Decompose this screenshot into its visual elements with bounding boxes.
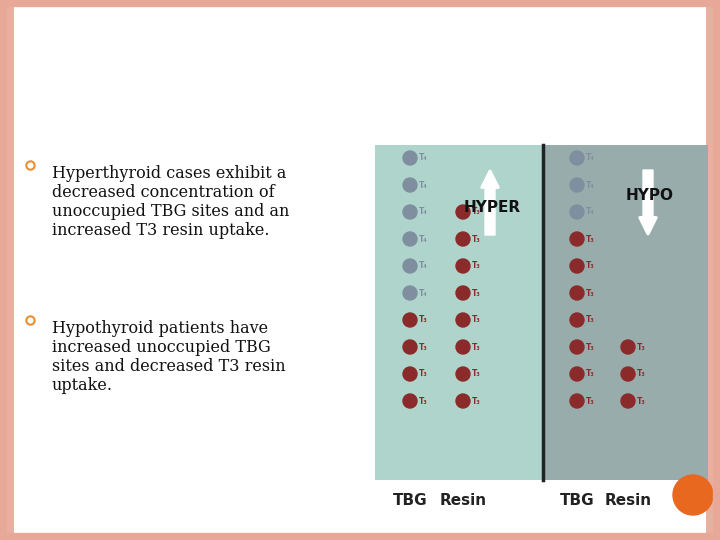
Circle shape bbox=[403, 313, 417, 327]
Circle shape bbox=[570, 313, 584, 327]
Text: uptake.: uptake. bbox=[52, 377, 113, 394]
Text: Resin: Resin bbox=[439, 493, 487, 508]
Circle shape bbox=[403, 394, 417, 408]
Text: T₃: T₃ bbox=[418, 396, 427, 406]
Text: increased T3 resin uptake.: increased T3 resin uptake. bbox=[52, 222, 269, 239]
Circle shape bbox=[403, 232, 417, 246]
Circle shape bbox=[456, 394, 470, 408]
Circle shape bbox=[456, 232, 470, 246]
FancyBboxPatch shape bbox=[706, 0, 720, 540]
Text: Hypothyroid patients have: Hypothyroid patients have bbox=[52, 320, 268, 337]
Text: T₃: T₃ bbox=[472, 315, 480, 325]
FancyArrow shape bbox=[481, 170, 499, 235]
Circle shape bbox=[456, 205, 470, 219]
Text: T₃: T₃ bbox=[636, 369, 645, 379]
Text: T₃: T₃ bbox=[636, 396, 645, 406]
Text: T₃: T₃ bbox=[472, 234, 480, 244]
Circle shape bbox=[456, 367, 470, 381]
Text: T₄: T₄ bbox=[418, 180, 427, 190]
Text: T₄: T₄ bbox=[585, 153, 594, 163]
Text: T₄: T₄ bbox=[418, 261, 427, 271]
Text: T₃: T₃ bbox=[472, 369, 480, 379]
Circle shape bbox=[456, 259, 470, 273]
Circle shape bbox=[570, 286, 584, 300]
Text: decreased concentration of: decreased concentration of bbox=[52, 184, 274, 201]
Text: HYPER: HYPER bbox=[464, 200, 521, 215]
Text: unoccupied TBG sites and an: unoccupied TBG sites and an bbox=[52, 203, 289, 220]
Circle shape bbox=[403, 205, 417, 219]
Text: T₄: T₄ bbox=[418, 234, 427, 244]
Text: T₃: T₃ bbox=[585, 315, 594, 325]
Text: T₃: T₃ bbox=[585, 342, 594, 352]
Text: T₃: T₃ bbox=[585, 288, 594, 298]
FancyBboxPatch shape bbox=[0, 0, 14, 540]
Circle shape bbox=[403, 151, 417, 165]
Text: T₃: T₃ bbox=[472, 261, 480, 271]
Text: T₃: T₃ bbox=[636, 342, 645, 352]
Circle shape bbox=[621, 367, 635, 381]
Circle shape bbox=[403, 367, 417, 381]
Text: T₃: T₃ bbox=[418, 369, 427, 379]
Circle shape bbox=[570, 232, 584, 246]
Circle shape bbox=[403, 259, 417, 273]
Circle shape bbox=[621, 340, 635, 354]
Text: Resin: Resin bbox=[604, 493, 652, 508]
Text: T₃: T₃ bbox=[585, 396, 594, 406]
Text: T₃: T₃ bbox=[418, 342, 427, 352]
Circle shape bbox=[570, 178, 584, 192]
Circle shape bbox=[570, 340, 584, 354]
Text: T₄: T₄ bbox=[418, 207, 427, 217]
Text: TBG: TBG bbox=[392, 493, 427, 508]
Circle shape bbox=[403, 178, 417, 192]
Text: T₄: T₄ bbox=[585, 207, 594, 217]
Circle shape bbox=[570, 367, 584, 381]
FancyBboxPatch shape bbox=[375, 145, 543, 480]
FancyArrow shape bbox=[639, 170, 657, 235]
Circle shape bbox=[403, 340, 417, 354]
Circle shape bbox=[403, 286, 417, 300]
Text: HYPO: HYPO bbox=[626, 188, 674, 204]
Circle shape bbox=[570, 151, 584, 165]
Text: TBG: TBG bbox=[559, 493, 594, 508]
Text: increased unoccupied TBG: increased unoccupied TBG bbox=[52, 339, 271, 356]
Text: T₃: T₃ bbox=[472, 396, 480, 406]
Circle shape bbox=[570, 259, 584, 273]
FancyBboxPatch shape bbox=[543, 145, 708, 480]
Circle shape bbox=[456, 313, 470, 327]
Text: T₃: T₃ bbox=[585, 234, 594, 244]
Circle shape bbox=[621, 394, 635, 408]
Circle shape bbox=[673, 475, 713, 515]
Circle shape bbox=[456, 286, 470, 300]
Circle shape bbox=[570, 205, 584, 219]
Text: T₄: T₄ bbox=[418, 288, 427, 298]
Text: T₃: T₃ bbox=[585, 369, 594, 379]
Text: T₃: T₃ bbox=[472, 207, 480, 217]
Text: Hyperthyroid cases exhibit a: Hyperthyroid cases exhibit a bbox=[52, 165, 287, 182]
Circle shape bbox=[570, 394, 584, 408]
Text: T₄: T₄ bbox=[585, 180, 594, 190]
Text: T₃: T₃ bbox=[418, 315, 427, 325]
Text: T₃: T₃ bbox=[472, 288, 480, 298]
Text: sites and decreased T3 resin: sites and decreased T3 resin bbox=[52, 358, 286, 375]
Text: T₃: T₃ bbox=[585, 261, 594, 271]
Circle shape bbox=[456, 340, 470, 354]
Text: T₃: T₃ bbox=[472, 342, 480, 352]
Text: T₄: T₄ bbox=[418, 153, 427, 163]
